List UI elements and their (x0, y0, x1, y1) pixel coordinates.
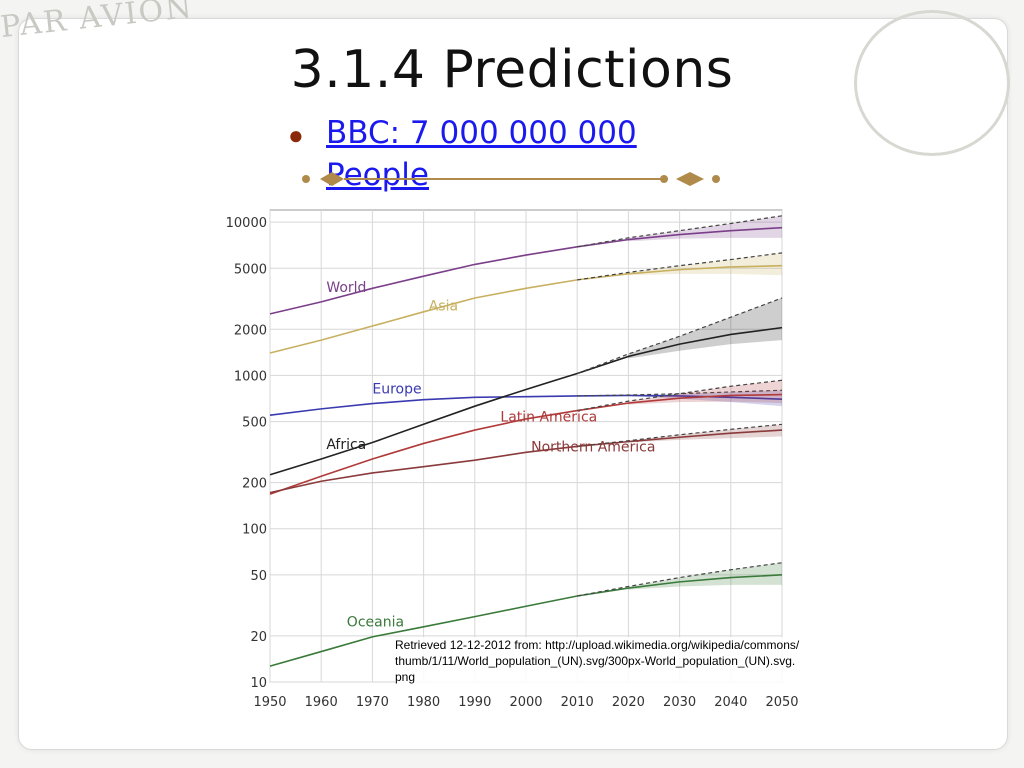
projection-band-asia (628, 252, 782, 276)
series-label-africa: Africa (326, 437, 366, 453)
series-label-europe: Europe (372, 382, 421, 398)
x-tick-label: 2020 (612, 695, 645, 710)
series-line-africa (269, 326, 783, 476)
x-tick-label: 2040 (714, 695, 747, 710)
bullet-icon: ● (288, 120, 304, 150)
x-tick-label: 1960 (305, 695, 338, 710)
population-chart: 1950 1960 1970 1980 1990 2000 2010 2020 2030 2040… (226, 209, 799, 710)
y-tick-label: 200 (242, 477, 267, 492)
x-tick-label: 1990 (458, 695, 491, 710)
series-line-world (269, 226, 783, 315)
x-tick-label: 2000 (509, 695, 542, 710)
y-tick-label: 1000 (234, 369, 267, 384)
series-label-latin-america: Latin America (500, 410, 597, 426)
series-label-northern-america: Northern America (531, 439, 655, 455)
x-tick-label: 2050 (765, 695, 798, 710)
x-tick-label: 1950 (253, 695, 286, 710)
y-tick-label: 10 (250, 676, 267, 691)
series-label-asia: Asia (429, 299, 458, 315)
x-tick-label: 1980 (407, 695, 440, 710)
projection-band-africa (628, 297, 782, 359)
y-tick-label: 10000 (226, 216, 267, 231)
y-tick-label: 100 (242, 523, 267, 538)
series-label-world: World (326, 280, 366, 296)
postmark-circle-stamp (854, 10, 1010, 156)
series-line-oceania (269, 574, 783, 667)
series-line-northern-america (269, 429, 783, 494)
y-tick-label: 50 (250, 569, 267, 584)
series-label-oceania: Oceania (347, 615, 404, 631)
projection-dashed-europe (577, 389, 783, 397)
x-tick-label: 2010 (561, 695, 594, 710)
projection-band-europe (628, 390, 782, 407)
x-tick-label: 2030 (663, 695, 696, 710)
citation-text: Retrieved 12-12-2012 from: http://upload… (395, 637, 800, 685)
x-tick-label: 1970 (356, 695, 389, 710)
series-line-europe (269, 394, 783, 417)
y-tick-label: 500 (242, 416, 267, 431)
y-tick-label: 2000 (234, 323, 267, 338)
series-line-asia (269, 264, 783, 354)
bbc-link[interactable]: BBC: 7 000 000 000 People (326, 115, 637, 193)
y-tick-label: 5000 (234, 262, 267, 277)
ornament-divider (302, 172, 720, 186)
slide-title: 3.1.4 Predictions (290, 40, 734, 100)
projection-band-latin-america (628, 380, 782, 405)
projection-dashed-africa (576, 297, 783, 375)
projection-dashed-northern-america (577, 423, 783, 447)
series-line-latin-america (269, 393, 783, 495)
y-tick-label: 20 (250, 630, 267, 645)
